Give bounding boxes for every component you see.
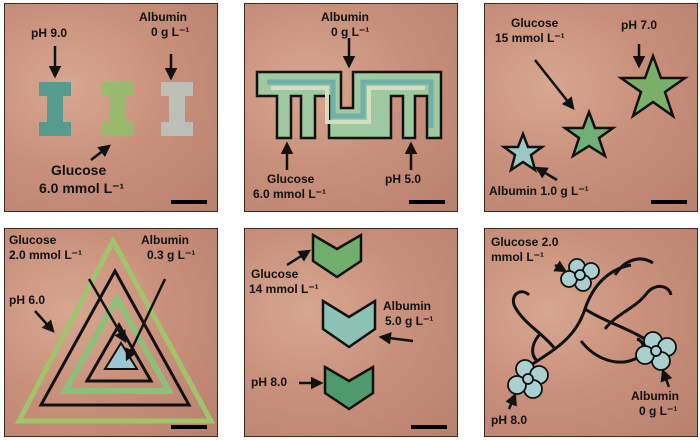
panel-tum-logo: Albumin 0 g L⁻¹ Glucose 6.0 mmol L⁻¹ pH …	[244, 3, 458, 212]
glucose-value: 6.0 mmol L⁻¹	[39, 180, 124, 197]
albumin-label: Albumin	[139, 10, 187, 24]
albumin-label: Albumin	[631, 389, 679, 403]
glucose-arrow	[535, 60, 573, 108]
scale-bar	[411, 425, 447, 429]
flower-left	[508, 360, 548, 398]
albumin-arrow	[537, 168, 557, 180]
scale-bar	[171, 200, 207, 204]
albumin-star	[504, 134, 542, 170]
glucose-value: 2.0 mmol L⁻¹	[9, 248, 82, 262]
glucose-value: 15 mmol L⁻¹	[495, 31, 565, 45]
albumin-i-shape	[161, 82, 193, 136]
albumin-label: Albumin 1.0 g L⁻¹	[489, 184, 589, 198]
glucose-label: Glucose	[51, 162, 106, 179]
scale-bar	[409, 200, 445, 204]
glucose-chevron	[313, 235, 361, 277]
glucose-arrow	[555, 265, 565, 271]
panel-i-shapes: pH 9.0 Albumin 0 g L⁻¹ Glucose 6.0 mmol …	[4, 3, 218, 212]
panel-floral: Glucose 2.0 mmol L⁻¹ pH 8.0 Albumin 0 g …	[484, 228, 698, 437]
albumin-label: Albumin	[141, 233, 189, 247]
glucose-i-shape	[101, 82, 133, 136]
albumin-arrow	[663, 371, 669, 387]
glucose-value: 14 mmol L⁻¹	[249, 282, 319, 296]
glucose-star	[565, 112, 613, 156]
albumin-arrow	[381, 337, 413, 341]
glucose-value: 6.0 mmol L⁻¹	[253, 187, 326, 201]
ph-i-shape	[39, 82, 71, 136]
ph-label: pH 7.0	[621, 18, 657, 32]
glucose-label: Glucose	[251, 267, 298, 281]
scale-bar	[171, 425, 207, 429]
ph-label: pH 8.0	[251, 375, 287, 389]
ph-star	[621, 56, 685, 116]
glucose-label: Glucose	[267, 172, 314, 186]
albumin-value: 0 g L⁻¹	[331, 25, 369, 39]
ph-label: pH 5.0	[385, 172, 421, 186]
ph-arrow	[35, 311, 53, 331]
panel-chevrons: Glucose 14 mmol L⁻¹ Albumin 5.0 g L⁻¹ pH…	[244, 228, 458, 437]
glucose-arrow	[91, 146, 109, 160]
glucose-label: Glucose	[9, 233, 56, 247]
ph-arrow	[509, 395, 515, 409]
ph-chevron	[325, 367, 373, 409]
albumin-value: 5.0 g L⁻¹	[385, 314, 433, 328]
ph-label: pH 9.0	[31, 26, 67, 40]
ph-label: pH 8.0	[491, 413, 527, 427]
albumin-chevron	[323, 301, 375, 347]
panel-triangles: Glucose 2.0 mmol L⁻¹ Albumin 0.3 g L⁻¹ p…	[4, 228, 218, 437]
glucose-value: mmol L⁻¹	[491, 250, 544, 264]
albumin-value: 0 g L⁻¹	[151, 25, 189, 39]
albumin-value: 0.3 g L⁻¹	[147, 248, 195, 262]
chevron-sensors	[245, 229, 457, 436]
ph-label: pH 6.0	[9, 293, 45, 307]
glucose-label: Glucose	[511, 16, 558, 30]
panel-stars: Glucose 15 mmol L⁻¹ pH 7.0 Albumin 1.0 g…	[484, 3, 698, 212]
scale-bar	[651, 200, 687, 204]
flower-top	[561, 259, 599, 291]
glucose-label: Glucose 2.0	[491, 235, 558, 249]
albumin-value: 0 g L⁻¹	[639, 404, 677, 418]
albumin-label: Albumin	[383, 299, 431, 313]
glucose-arrow	[287, 251, 309, 265]
albumin-label: Albumin	[321, 10, 369, 24]
